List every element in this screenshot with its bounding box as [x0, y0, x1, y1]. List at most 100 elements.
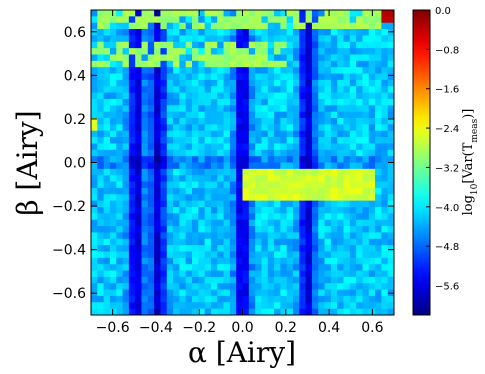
heatmap-cell	[109, 162, 117, 170]
heatmap-cell	[147, 302, 155, 310]
heatmap-cell	[217, 124, 224, 132]
heatmap-cell	[179, 245, 187, 252]
heatmap-cell	[192, 232, 199, 240]
heatmap-cell	[204, 130, 212, 138]
heatmap-cell	[135, 226, 142, 233]
heatmap-cell	[324, 232, 332, 240]
heatmap-cell	[91, 162, 98, 170]
heatmap-cell	[122, 143, 130, 151]
heatmap-cell	[109, 308, 117, 316]
heatmap-cell	[154, 16, 161, 24]
heatmap-cell	[160, 295, 168, 303]
heatmap-cell	[305, 206, 313, 214]
heatmap-cell	[122, 22, 130, 30]
heatmap-cell	[109, 48, 117, 55]
heatmap-cell	[147, 16, 155, 24]
heatmap-cell	[97, 283, 105, 290]
heatmap-cell	[293, 60, 300, 68]
heatmap-cell	[236, 270, 243, 278]
heatmap-cell	[229, 181, 237, 189]
heatmap-cell	[141, 187, 149, 195]
heatmap-cell	[267, 143, 275, 151]
heatmap-cell	[324, 238, 332, 246]
heatmap-cell	[198, 175, 206, 182]
heatmap-cell	[318, 98, 325, 106]
heatmap-cell	[173, 219, 180, 227]
heatmap-cell	[311, 143, 319, 151]
heatmap-cell	[299, 22, 307, 30]
heatmap-cell	[318, 206, 325, 214]
heatmap-cell	[223, 200, 231, 208]
heatmap-cell	[128, 219, 136, 227]
heatmap-cell	[293, 162, 300, 170]
heatmap-cell	[91, 149, 98, 157]
heatmap-cell	[166, 283, 174, 290]
heatmap-cell	[128, 213, 136, 221]
heatmap-cell	[173, 156, 180, 163]
heatmap-cell	[248, 156, 256, 163]
heatmap-cell	[116, 168, 123, 176]
heatmap-cell	[286, 35, 294, 43]
heatmap-cell	[91, 41, 98, 49]
heatmap-cell	[280, 270, 288, 278]
heatmap-cell	[223, 67, 231, 74]
heatmap-cell	[236, 79, 243, 87]
heatmap-cell	[337, 200, 344, 208]
heatmap-cell	[97, 295, 105, 303]
heatmap-cell	[97, 264, 105, 271]
heatmap-cell	[293, 54, 300, 62]
heatmap-cell	[299, 232, 307, 240]
heatmap-cell	[109, 251, 117, 259]
heatmap-cell	[318, 105, 325, 113]
heatmap-cell	[160, 54, 168, 62]
heatmap-cell	[97, 105, 105, 113]
heatmap-cell	[185, 10, 193, 17]
heatmap-cell	[128, 168, 136, 176]
heatmap-cell	[97, 245, 105, 252]
heatmap-cell	[280, 48, 288, 55]
heatmap-cell	[135, 118, 142, 125]
heatmap-cell	[179, 54, 187, 62]
heatmap-cell	[122, 29, 130, 36]
heatmap-cell	[286, 213, 294, 221]
heatmap-cell	[305, 22, 313, 30]
heatmap-cell	[166, 187, 174, 195]
heatmap-cell	[154, 48, 161, 55]
heatmap-cell	[387, 105, 395, 113]
heatmap-cell	[141, 245, 149, 252]
heatmap-cell	[356, 111, 363, 119]
heatmap-cell	[122, 270, 130, 278]
heatmap-cell	[147, 73, 155, 81]
heatmap-cell	[368, 226, 376, 233]
heatmap-cell	[91, 251, 98, 259]
heatmap-cell	[185, 79, 193, 87]
heatmap-cell	[166, 48, 174, 55]
heatmap-cell	[204, 302, 212, 310]
heatmap-cell	[387, 156, 395, 163]
heatmap-cell	[204, 200, 212, 208]
heatmap-cell	[381, 22, 389, 30]
heatmap-cell	[337, 143, 344, 151]
heatmap-cell	[311, 79, 319, 87]
heatmap-cell	[166, 238, 174, 246]
heatmap-cell	[147, 130, 155, 138]
heatmap-cell	[160, 302, 168, 310]
heatmap-cell	[343, 79, 351, 87]
heatmap-cell	[324, 295, 332, 303]
heatmap-cell	[305, 289, 313, 297]
heatmap-cell	[318, 124, 325, 132]
heatmap-cell	[223, 194, 231, 202]
heatmap-cell	[330, 232, 338, 240]
heatmap-cell	[173, 302, 180, 310]
colorbar-tick-label: −4.8	[435, 242, 459, 253]
heatmap-cell	[305, 302, 313, 310]
heatmap-cell	[141, 35, 149, 43]
heatmap-cell	[255, 219, 262, 227]
heatmap-cell	[97, 48, 105, 55]
heatmap-cell	[324, 29, 332, 36]
heatmap-cell	[204, 41, 212, 49]
heatmap-cell	[280, 137, 288, 144]
heatmap-cell	[192, 54, 199, 62]
heatmap-cell	[147, 149, 155, 157]
heatmap-cell	[274, 308, 281, 316]
